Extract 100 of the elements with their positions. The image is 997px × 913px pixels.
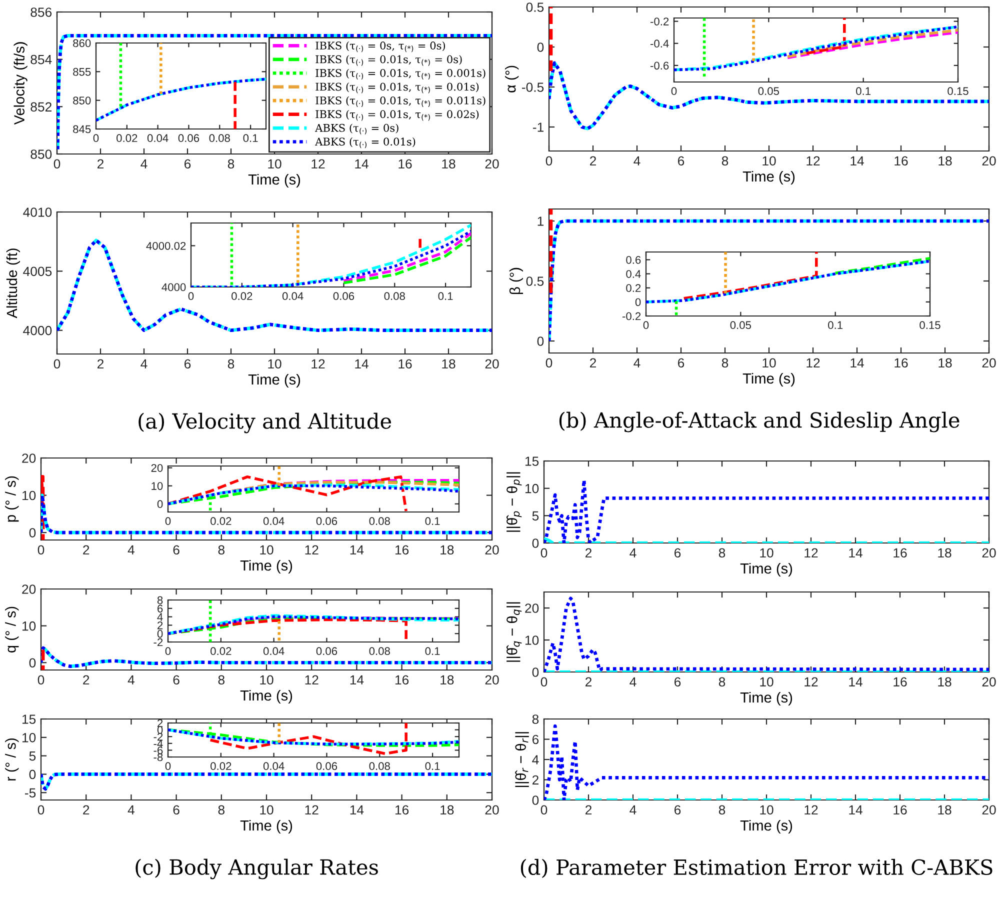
x-tick-label: 0: [643, 321, 649, 330]
y-tick-label: 854: [30, 54, 52, 64]
x-tick-label: 16: [894, 156, 908, 166]
x-tick-label: 18: [938, 677, 952, 687]
y-tick-label: 20: [525, 604, 539, 613]
x-tick-label: 18: [442, 359, 456, 369]
x-tick-label: 14: [849, 805, 862, 814]
y-tick-label: -5: [24, 788, 36, 798]
y-tick-label: 8: [157, 596, 163, 604]
y-tick-label: 4: [157, 613, 163, 621]
x-tick-label: 18: [938, 156, 952, 166]
x-tick-label: 16: [395, 805, 409, 815]
x-tick-label: 16: [894, 677, 907, 687]
x-tick-label: 0.06: [178, 134, 200, 142]
x-tick-label: 6: [173, 675, 180, 685]
y-axis-title: q (° / s): [5, 606, 19, 652]
x-tick-label: 0.02: [116, 134, 138, 142]
legend-label: IBKS (τ$_{(·)}$ = 0.01s, τ$_{(*)}$ = 0.001s): [316, 68, 486, 80]
text: (a) Velocity and Altitude: [138, 412, 392, 434]
x-tick-label: 20: [485, 545, 499, 555]
x-tick-label: 0.1: [243, 134, 258, 142]
x-tick-label: 16: [894, 358, 908, 368]
y-tick-label: 20: [22, 584, 36, 594]
x-tick-label: 14: [350, 545, 364, 554]
x-tick-label: 0.1: [425, 647, 440, 656]
y-tick-label: 0: [532, 538, 539, 548]
y-tick-label: 0: [29, 770, 36, 780]
x-tick-label: 8: [218, 805, 224, 815]
y-tick-label: 0.2: [626, 284, 641, 292]
x-tick-label: 16: [894, 548, 907, 558]
x-tick-label: 14: [849, 677, 862, 686]
y-tick-label: 8: [532, 714, 539, 724]
y-tick-label: 5: [532, 511, 539, 521]
x-tick-label: 0.1: [856, 87, 871, 96]
x-axis-title: Time (s): [740, 820, 792, 834]
x-tick-label: 0.08: [369, 517, 390, 526]
x-tick-label: 0.02: [232, 292, 252, 300]
x-tick-label: 6: [173, 805, 180, 815]
y-tick-label: 4010: [23, 208, 52, 217]
x-tick-label: 8: [722, 358, 728, 368]
x-tick-label: 8: [218, 675, 224, 685]
y-tick-label: 0.6: [626, 256, 641, 264]
y-tick-label: 4: [532, 755, 539, 764]
x-tick-label: 12: [305, 805, 318, 814]
x-axis-title: Time (s): [740, 692, 792, 706]
legend-label: IBKS (τ$_{(·)}$ = 0s, τ$_{(*)}$ = 0s): [316, 41, 446, 52]
x-tick-label: 0.02: [210, 762, 232, 770]
y-tick-label: 2: [158, 621, 163, 630]
x-tick-label: 20: [982, 156, 996, 166]
x-tick-label: 2: [590, 156, 596, 166]
x-tick-label: 6: [674, 805, 681, 815]
text: (d) Parameter Estimation Error with C-ABKS: [520, 858, 992, 878]
y-tick-label: 0: [29, 658, 36, 668]
x-tick-label: 6: [173, 545, 180, 555]
x-tick-label: 18: [938, 548, 952, 558]
x-tick-label: 12: [305, 675, 318, 684]
y-tick-label: 850: [30, 150, 52, 159]
x-tick-label: 16: [395, 545, 409, 555]
x-axis-title: Time (s): [740, 562, 792, 577]
x-tick-label: 14: [355, 159, 368, 168]
x-tick-label: 0.04: [263, 647, 284, 656]
x-tick-label: 0: [188, 292, 194, 300]
x-tick-label: 0.15: [920, 321, 940, 330]
y-axis-title: ||θ̂$_{p}$ − θ$_{p}$||: [506, 472, 522, 532]
y-tick-label: 0: [537, 42, 544, 52]
x-tick-label: 2: [97, 359, 104, 368]
legend-label: IBKS (τ$_{(·)}$ = 0.01s, τ$_{(*)}$ = 0.01s): [316, 82, 479, 94]
x-tick-label: 10: [762, 358, 776, 368]
x-axis-title: Time (s): [742, 372, 795, 387]
x-tick-label: 0.08: [369, 647, 390, 656]
y-tick-label: 2: [532, 775, 538, 785]
x-tick-label: 18: [938, 358, 952, 368]
y-tick-label: -4: [154, 740, 163, 748]
x-tick-label: 16: [398, 359, 412, 369]
y-tick-label: 0: [635, 298, 641, 306]
x-tick-label: 0.06: [316, 647, 338, 656]
x-tick-label: 10: [260, 675, 274, 685]
y-axis-title: p (° / s): [5, 476, 19, 522]
y-axis-title: ||θ̂$_{q}$ − θ$_{q}$||: [506, 602, 522, 662]
x-axis-title: Time (s): [240, 560, 292, 574]
y-tick-label: 6: [532, 734, 539, 744]
legend-label: IBKS (τ$_{(·)}$ = 0.01s, τ$_{(*)}$ = 0s): [316, 55, 462, 66]
x-tick-label: 14: [355, 359, 368, 368]
legend-label: ABKS (τ$_{(·)}$ = 0.01s): [315, 137, 416, 148]
x-tick-label: 0: [546, 156, 552, 166]
x-tick-label: 8: [228, 359, 234, 369]
x-axis-title: Time (s): [248, 374, 300, 388]
x-tick-label: 20: [485, 359, 499, 369]
y-tick-label: 0: [157, 630, 163, 638]
x-tick-label: 8: [722, 156, 728, 166]
y-tick-label: 0: [532, 668, 539, 677]
y-tick-label: 6: [158, 604, 163, 613]
legend-label: ABKS (τ$_{(·)}$ = 0s): [315, 124, 398, 134]
x-tick-label: 4: [140, 359, 148, 368]
x-tick-label: 0.04: [147, 134, 168, 142]
y-axis-title: ||θ̂$_{r}$ − θ$_{r}$||: [515, 732, 529, 787]
y-tick-label: 20: [151, 464, 163, 472]
y-tick-label: -0.2: [622, 312, 641, 320]
x-axis-title: Time (s): [240, 690, 292, 704]
y-tick-label: 10: [525, 484, 539, 494]
